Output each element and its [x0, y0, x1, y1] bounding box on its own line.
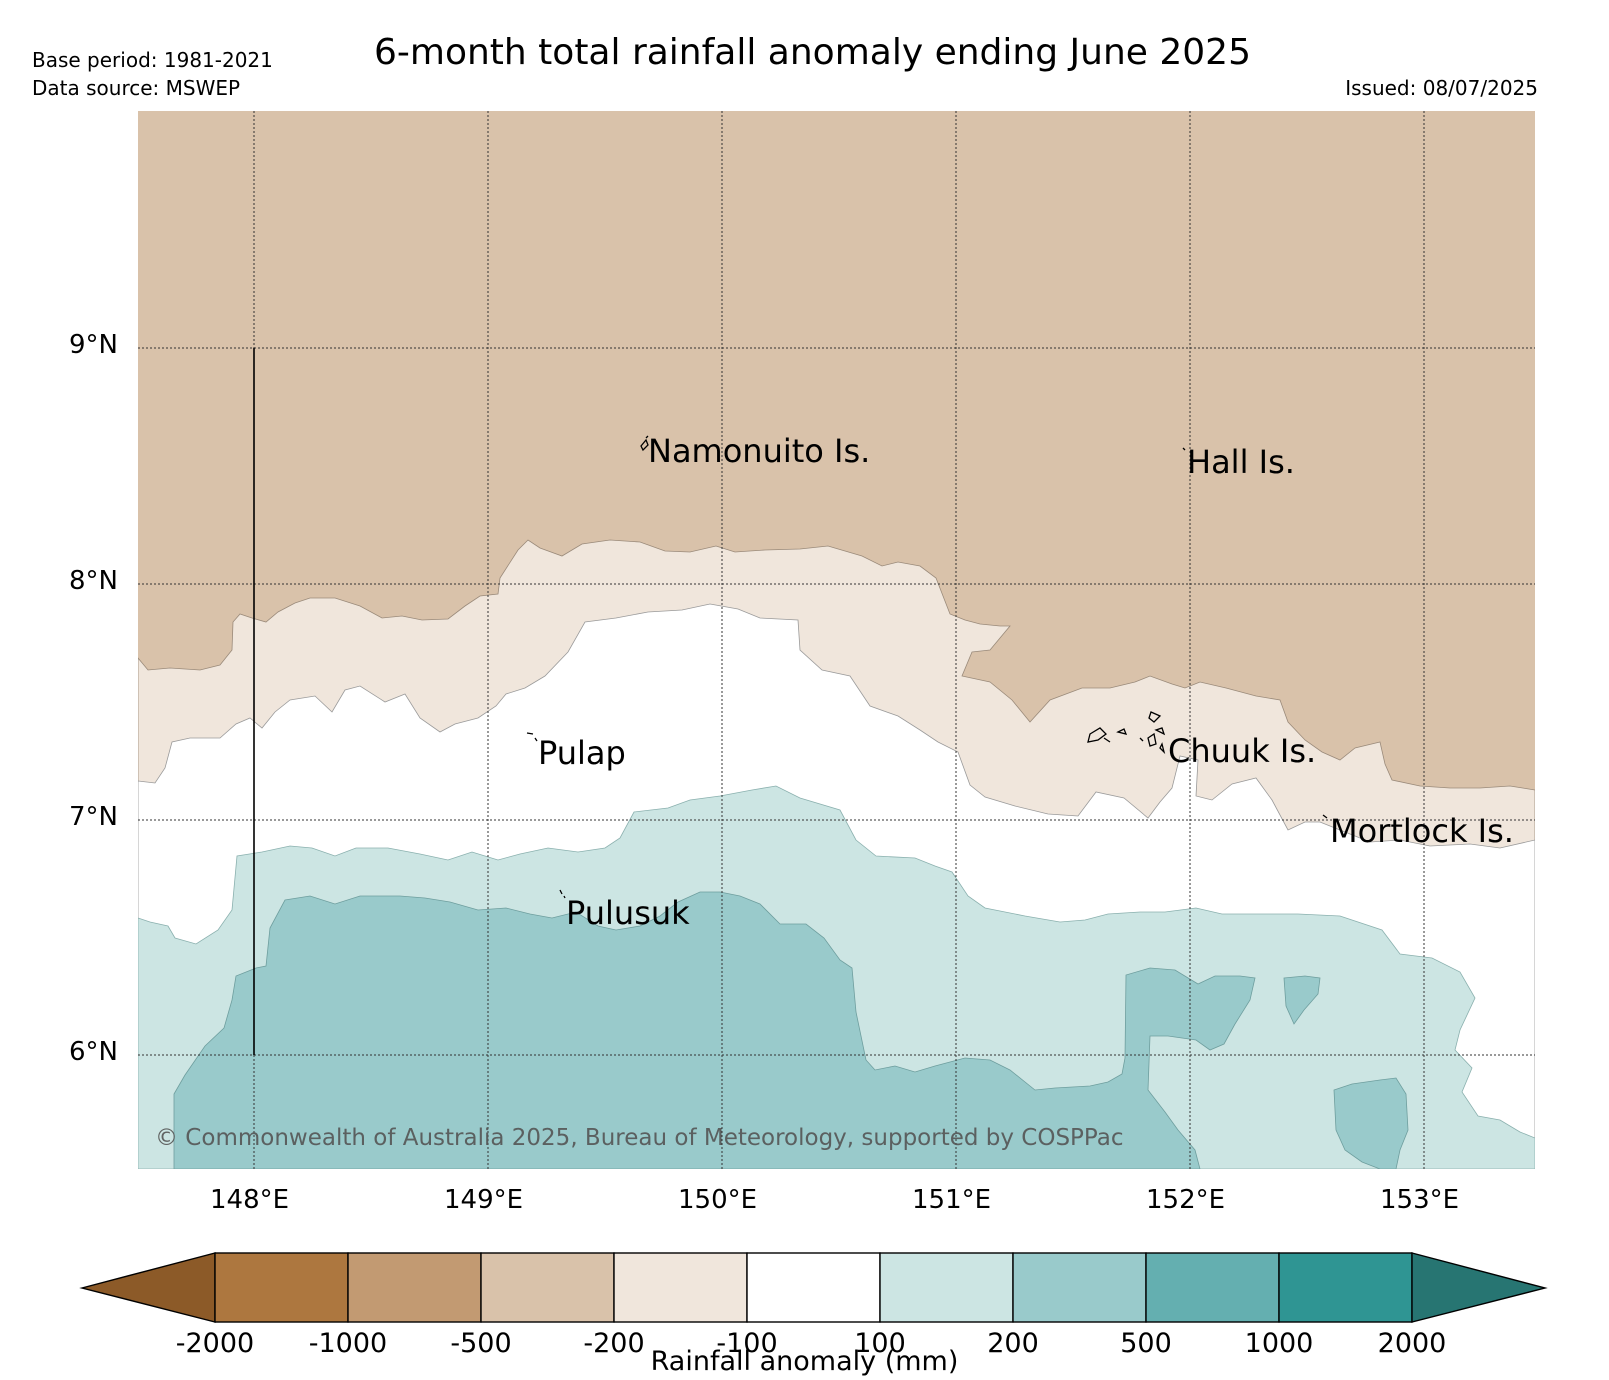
- place-label-namonuito: Namonuito Is.: [648, 432, 871, 470]
- colorbar-extend-high: [1411, 1252, 1548, 1323]
- lat-tick-6: 6°N: [69, 1037, 118, 1067]
- lon-tick-149: 149°E: [444, 1185, 524, 1215]
- colorbar: [79, 1252, 1548, 1323]
- colorbar-segment-5: [746, 1252, 881, 1323]
- region-wet-patch-east: [1283, 975, 1321, 1025]
- region-wet-patch-southeast: [1333, 1077, 1409, 1169]
- colorbar-segment-1: [214, 1252, 349, 1323]
- island-chuuk-lagoon-5: [1147, 732, 1157, 747]
- issued-date-label: Issued: 08/07/2025: [1345, 76, 1538, 100]
- island-pulap: [526, 732, 538, 742]
- colorbar-tick-neg200: -200: [583, 1328, 645, 1359]
- colorbar-segment-6: [879, 1252, 1014, 1323]
- island-pulusuk: [559, 889, 566, 899]
- island-chuuk-lagoon-4: [1139, 737, 1144, 742]
- lat-tick-9: 9°N: [69, 330, 118, 360]
- base-period-label: Base period: 1981-2021: [32, 48, 273, 72]
- colorbar-segment-3: [480, 1252, 615, 1323]
- island-outlines: [526, 435, 1328, 899]
- copyright-notice: © Commonwealth of Australia 2025, Bureau…: [155, 1125, 1124, 1151]
- colorbar-segment-7: [1012, 1252, 1147, 1323]
- lat-tick-7: 7°N: [69, 802, 118, 832]
- place-label-mortlock: Mortlock Is.: [1330, 812, 1514, 850]
- colorbar-extend-low: [79, 1252, 216, 1323]
- island-chuuk-lagoon-3: [1116, 728, 1128, 735]
- colorbar-tick-200: 200: [987, 1328, 1039, 1359]
- colorbar-segment-8: [1145, 1252, 1280, 1323]
- colorbar-tick-1000: 1000: [1244, 1328, 1314, 1359]
- island-namonuito: [640, 435, 649, 452]
- colorbar-segment-4: [613, 1252, 748, 1323]
- island-chuuk-lagoon-8: [1159, 742, 1166, 755]
- lon-tick-151: 151°E: [912, 1185, 992, 1215]
- colorbar-label: Rainfall anomaly (mm): [650, 1346, 959, 1377]
- lon-tick-150: 150°E: [678, 1185, 758, 1215]
- colorbar-tick-neg100: -100: [716, 1328, 778, 1359]
- place-label-chuuk: Chuuk Is.: [1168, 732, 1317, 770]
- colorbar-tick-500: 500: [1120, 1328, 1172, 1359]
- colorbar-tick-100: 100: [854, 1328, 906, 1359]
- island-chuuk-lagoon-1: [1087, 727, 1107, 743]
- island-chuuk-lagoon-6: [1148, 711, 1162, 723]
- colorbar-tick-neg2000: -2000: [175, 1328, 255, 1359]
- region-wet-200-500: [173, 891, 1256, 1169]
- island-chuuk-lagoon-7: [1154, 727, 1166, 736]
- colorbar-tick-neg1000: -1000: [308, 1328, 388, 1359]
- place-label-pulap: Pulap: [538, 734, 626, 772]
- place-label-pulusuk: Pulusuk: [566, 894, 690, 932]
- colorbar-segment-2: [347, 1252, 482, 1323]
- colorbar-tick-neg500: -500: [450, 1328, 512, 1359]
- lon-tick-148: 148°E: [210, 1185, 290, 1215]
- colorbar-tick-2000: 2000: [1377, 1328, 1447, 1359]
- island-chuuk-lagoon-2: [1103, 737, 1111, 743]
- map-fill-layer: [138, 111, 1535, 1169]
- colorbar-segment-9: [1278, 1252, 1413, 1323]
- lat-tick-8: 8°N: [69, 566, 118, 596]
- island-hall: [1182, 447, 1186, 451]
- place-label-hall: Hall Is.: [1187, 443, 1295, 481]
- map-title-text: 6-month total rainfall anomaly ending Ju…: [374, 32, 1251, 73]
- lon-tick-153: 153°E: [1380, 1185, 1460, 1215]
- island-mortlock: [1322, 814, 1328, 819]
- lon-tick-152: 152°E: [1146, 1185, 1226, 1215]
- data-source-label: Data source: MSWEP: [32, 76, 241, 100]
- map-title: 6-month total rainfall anomaly ending Ju…: [0, 32, 1609, 73]
